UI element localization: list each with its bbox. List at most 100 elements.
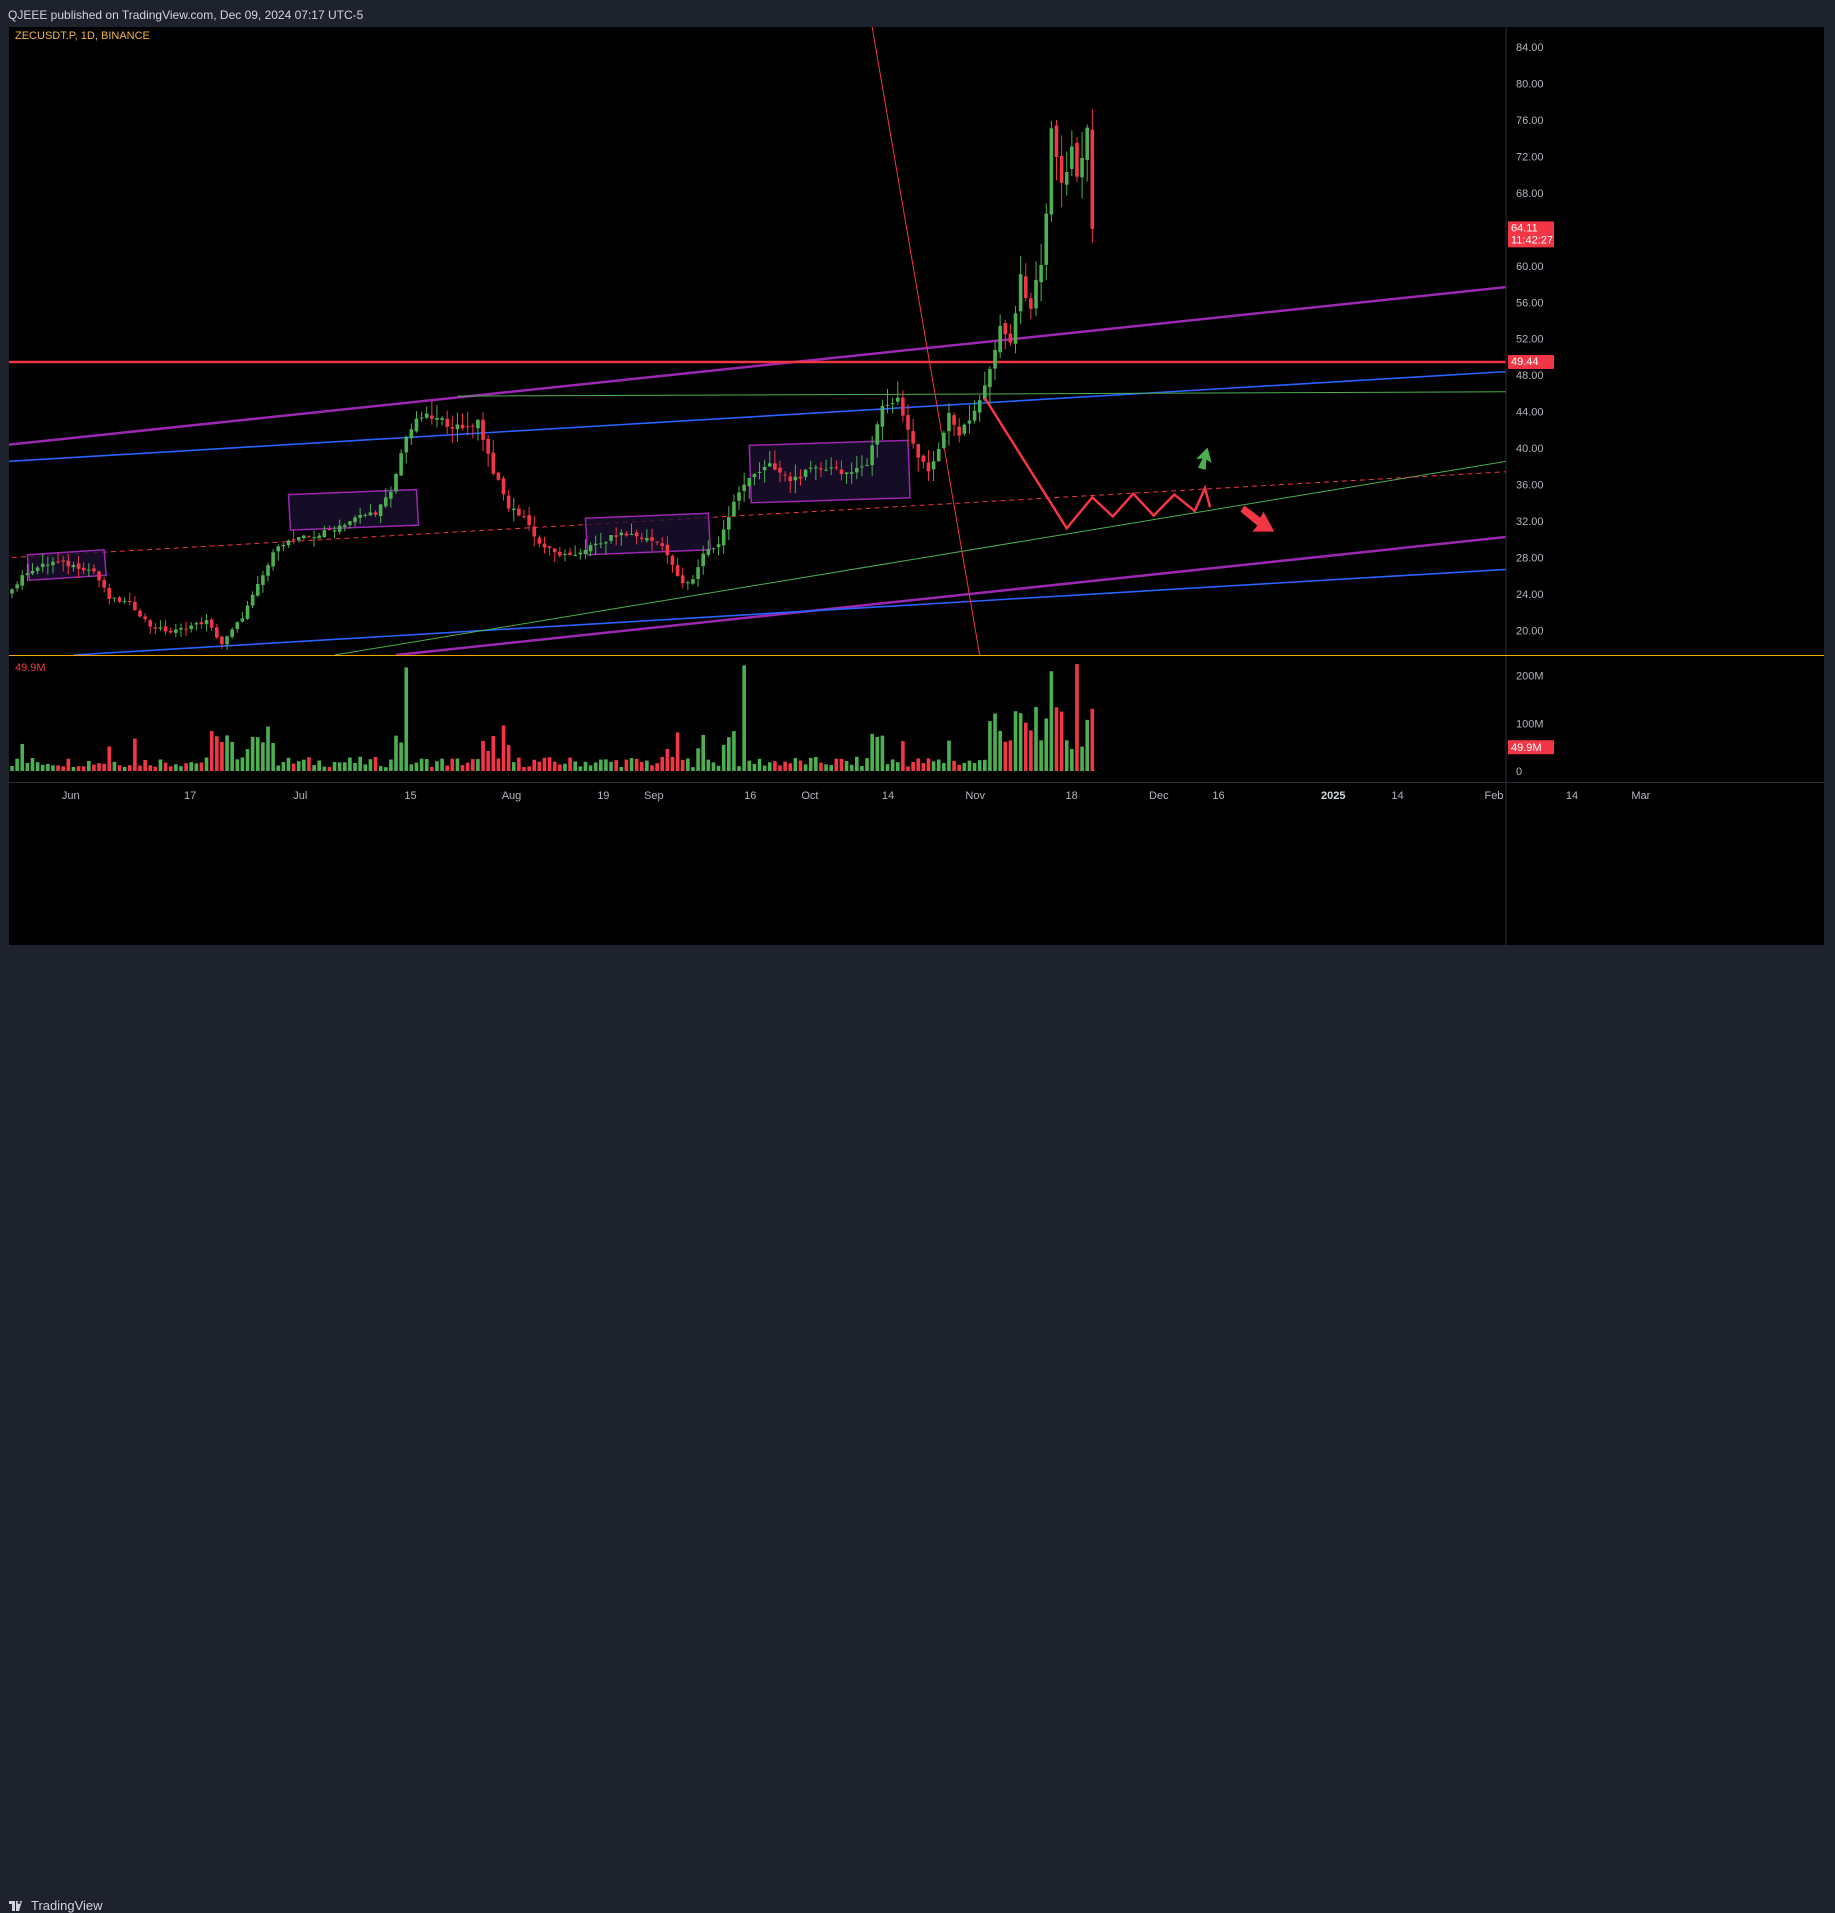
candle-body bbox=[409, 429, 414, 439]
volume-bar bbox=[1070, 748, 1074, 771]
volume-last-badge bbox=[1508, 740, 1554, 755]
volume-bar bbox=[1008, 740, 1013, 771]
volume-bar bbox=[604, 759, 608, 771]
volume-bar bbox=[767, 762, 772, 771]
candle-body bbox=[962, 424, 967, 434]
candle-body bbox=[839, 469, 844, 475]
volume-bar bbox=[378, 766, 383, 771]
volume-bar bbox=[476, 759, 480, 771]
volume-bar bbox=[742, 665, 746, 771]
volume-bar bbox=[650, 765, 654, 771]
candle-body bbox=[788, 476, 793, 482]
volume-bar bbox=[808, 757, 813, 771]
candle-body bbox=[276, 546, 281, 552]
candle-body bbox=[133, 601, 137, 611]
candle-body bbox=[1013, 313, 1018, 344]
price-tick-label: 24.00 bbox=[1516, 589, 1544, 601]
candle-body bbox=[322, 530, 327, 538]
candle-body bbox=[680, 575, 685, 584]
candle-body bbox=[1090, 129, 1095, 229]
volume-bar bbox=[752, 763, 757, 771]
volume-bar bbox=[788, 763, 793, 771]
candle-body bbox=[61, 560, 65, 562]
volume-bar bbox=[92, 764, 96, 771]
candle-body bbox=[107, 587, 112, 599]
volume-bar bbox=[578, 766, 583, 771]
arrow-up-icon bbox=[1196, 447, 1212, 470]
volume-bar bbox=[870, 733, 874, 771]
volume-bar bbox=[296, 761, 301, 771]
chart-frame[interactable]: 84.0080.0076.0072.0068.0064.0060.0056.00… bbox=[9, 27, 1824, 945]
volume-bar bbox=[261, 742, 265, 771]
volume-bar bbox=[209, 731, 214, 771]
volume-bar bbox=[660, 756, 665, 771]
price-tick-label: 36.00 bbox=[1516, 480, 1544, 492]
volume-bar bbox=[15, 758, 19, 771]
candle-body bbox=[358, 514, 362, 518]
volume-bar bbox=[624, 759, 629, 771]
candle-body bbox=[491, 452, 496, 474]
drawings-front-layer bbox=[983, 397, 1275, 532]
volume-bar bbox=[952, 760, 956, 771]
volume-bar bbox=[942, 763, 946, 771]
volume-label: 49.9M bbox=[15, 662, 46, 674]
candle-body bbox=[25, 573, 30, 576]
volume-bar bbox=[849, 764, 854, 771]
price-tick-label: 60.00 bbox=[1516, 261, 1544, 273]
trendline bbox=[73, 568, 1506, 655]
candle-body bbox=[163, 626, 168, 632]
volume-bar bbox=[363, 764, 368, 771]
volume-bar bbox=[481, 741, 485, 771]
price-chart[interactable]: 84.0080.0076.0072.0068.0064.0060.0056.00… bbox=[9, 27, 1824, 945]
time-tick-label: 16 bbox=[744, 790, 756, 802]
volume-bar bbox=[204, 757, 209, 771]
candle-body bbox=[307, 536, 311, 538]
volume-bar bbox=[711, 762, 716, 771]
level-price-badge bbox=[1508, 355, 1554, 370]
price-tick-label: 32.00 bbox=[1516, 516, 1544, 528]
candle-body bbox=[926, 462, 931, 472]
trendline bbox=[9, 285, 1506, 446]
volume-bar bbox=[148, 765, 153, 771]
volume-bar bbox=[450, 758, 455, 771]
volume-bar bbox=[670, 756, 675, 771]
candle-body bbox=[1080, 157, 1084, 178]
volume-bar bbox=[225, 735, 229, 771]
volume-bar bbox=[302, 759, 306, 771]
candle-body bbox=[46, 564, 50, 566]
candle-body bbox=[1029, 298, 1033, 309]
candle-body bbox=[435, 418, 439, 420]
volume-bar bbox=[911, 761, 915, 771]
candle-body bbox=[445, 418, 449, 427]
candle-body bbox=[767, 463, 772, 467]
time-tick-label: 14 bbox=[882, 790, 894, 802]
candle-body bbox=[829, 467, 833, 469]
tradingview-logo[interactable]: TradingView bbox=[9, 1898, 103, 1913]
volume-bar bbox=[281, 761, 286, 771]
axes-layer: 84.0080.0076.0072.0068.0064.0060.0056.00… bbox=[9, 27, 1824, 945]
candle-body bbox=[312, 537, 316, 539]
candle-body bbox=[885, 404, 890, 406]
volume-bar bbox=[665, 748, 670, 771]
volume-bar bbox=[153, 766, 158, 771]
candle-body bbox=[332, 530, 337, 532]
time-tick-label: Dec bbox=[1149, 790, 1169, 802]
volume-bar bbox=[255, 737, 260, 771]
volume-bar bbox=[988, 721, 992, 771]
candle-body bbox=[906, 415, 910, 430]
volume-bar bbox=[875, 736, 880, 771]
volume-bar bbox=[793, 758, 798, 771]
candle-body bbox=[383, 497, 388, 507]
candle-body bbox=[706, 549, 711, 555]
volume-bar bbox=[532, 759, 537, 771]
candle-body bbox=[947, 412, 951, 432]
time-tick-label: Mar bbox=[1631, 790, 1650, 802]
candle-body bbox=[849, 472, 854, 474]
candle-body bbox=[271, 552, 275, 567]
candle-body bbox=[66, 560, 71, 567]
volume-bar bbox=[1080, 746, 1084, 771]
price-tick-label: 72.00 bbox=[1516, 151, 1544, 163]
candle-body bbox=[35, 567, 40, 572]
volume-bar bbox=[1049, 671, 1054, 771]
candle-body bbox=[686, 582, 690, 584]
